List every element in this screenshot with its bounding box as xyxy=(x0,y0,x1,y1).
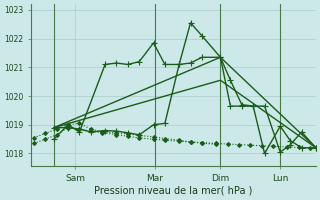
X-axis label: Pression niveau de la mer( hPa ): Pression niveau de la mer( hPa ) xyxy=(94,186,252,196)
